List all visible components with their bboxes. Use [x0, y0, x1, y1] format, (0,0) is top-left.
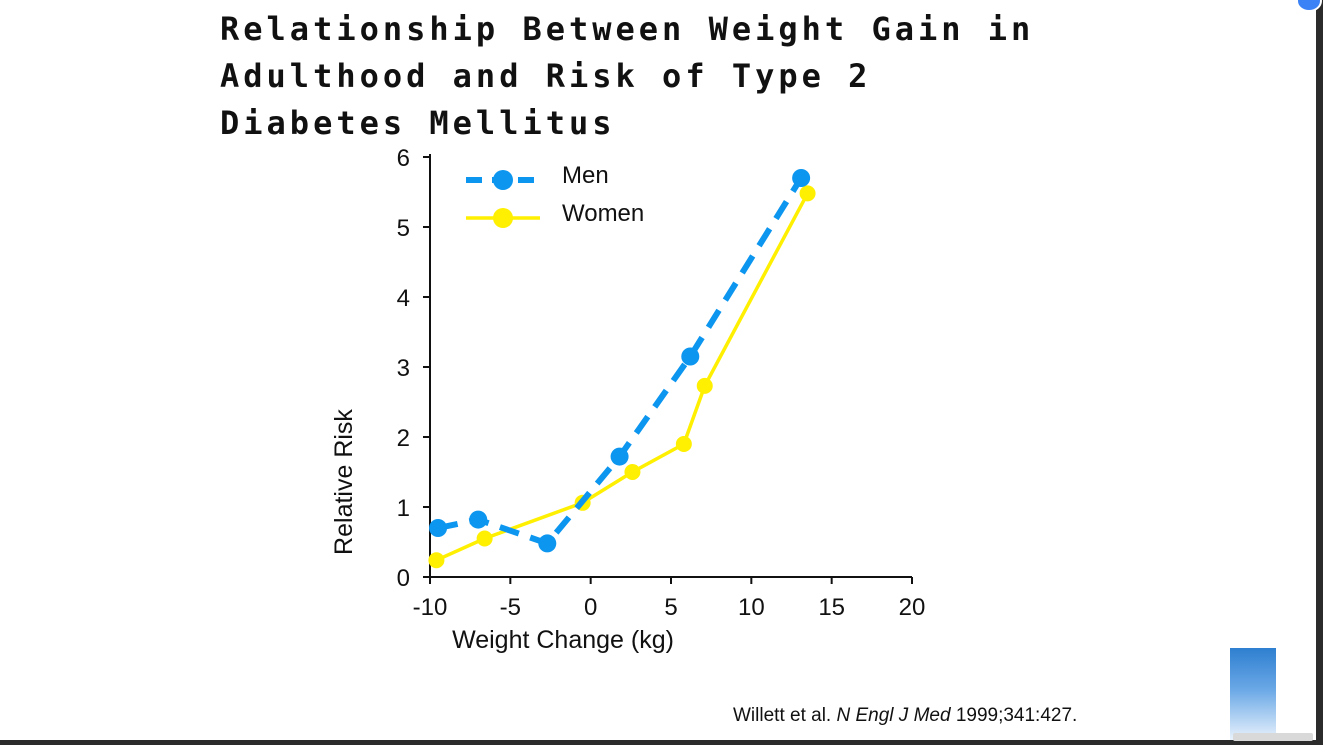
data-point-women	[428, 552, 445, 569]
x-tick-label: 0	[584, 594, 597, 621]
legend-marker-women	[493, 208, 513, 228]
y-tick-label: 0	[397, 565, 410, 592]
y-tick-label: 2	[397, 425, 410, 452]
x-tick-label: 20	[899, 594, 926, 621]
x-tick-label: 15	[818, 594, 845, 621]
y-axis-label: Relative Risk	[330, 409, 358, 555]
x-tick-label: -10	[413, 594, 448, 621]
data-point-women	[624, 464, 641, 480]
chart-axes: 0 1 2 3 4 5 6 -10 -5 0 5 10 15 20	[397, 145, 926, 621]
citation-ref: 1999;341:427.	[955, 705, 1078, 726]
x-tick-label: -5	[500, 594, 521, 621]
y-tick-label: 4	[397, 285, 410, 312]
y-tick-label: 1	[397, 495, 410, 522]
data-point-men	[429, 519, 448, 537]
legend-label-women: Women	[562, 200, 644, 227]
x-tick-label: 10	[738, 594, 765, 621]
data-point-men	[792, 169, 811, 187]
data-point-women	[476, 530, 493, 547]
y-tick-label: 6	[397, 145, 410, 172]
data-point-women	[696, 377, 713, 394]
series-line-women	[435, 192, 810, 562]
citation: Willett et al. N Engl J Med 1999;341:427…	[733, 705, 1077, 727]
y-tick-label: 5	[397, 215, 410, 242]
data-point-men	[681, 347, 700, 366]
horizontal-scrollbar-thumb[interactable]	[1233, 733, 1313, 741]
data-point-women	[675, 436, 692, 452]
citation-journal: N Engl J Med	[836, 705, 951, 726]
series-line-men	[437, 176, 804, 547]
x-tick-label: 5	[664, 594, 677, 621]
chart-legend: Men Women	[466, 162, 644, 228]
window-right-edge	[1316, 0, 1323, 745]
data-point-men	[610, 447, 629, 466]
data-point-women	[799, 185, 816, 202]
chart-series	[428, 169, 816, 569]
decorative-gradient-box	[1230, 648, 1276, 740]
legend-marker-men	[493, 170, 513, 190]
data-point-men	[469, 510, 488, 529]
slide-title: Relationship Between Weight Gain in Adul…	[220, 10, 1035, 142]
legend-label-men: Men	[562, 162, 609, 189]
x-axis-label: Weight Change (kg)	[452, 626, 674, 654]
window-bottom-edge	[0, 740, 1323, 745]
series-men	[429, 169, 811, 553]
y-tick-label: 3	[397, 355, 410, 382]
series-women	[428, 185, 816, 569]
citation-authors: Willett et al.	[733, 705, 832, 726]
data-point-men	[538, 534, 557, 553]
